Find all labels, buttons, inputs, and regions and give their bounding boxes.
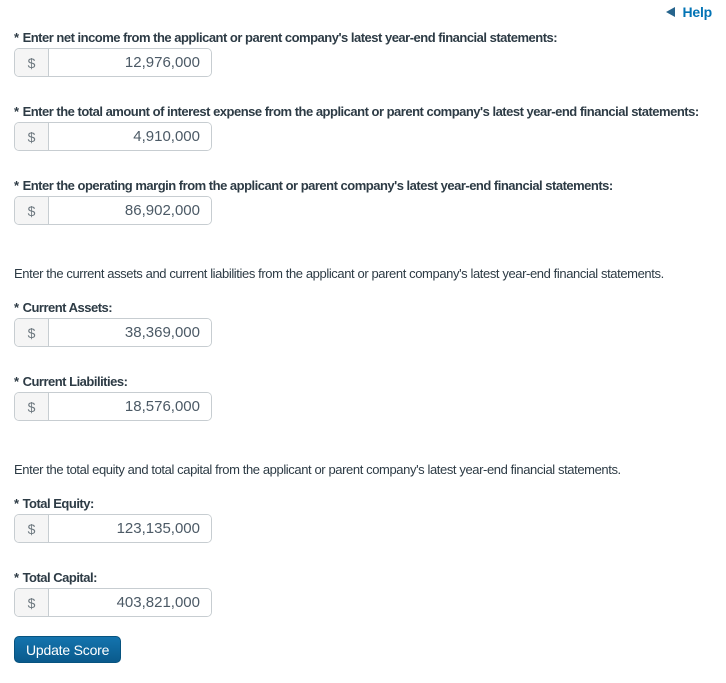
current-assets-label-text: Current Assets:	[22, 300, 113, 315]
total-equity-label: * Total Equity:	[14, 496, 212, 511]
interest-expense-input-group: $	[14, 122, 212, 151]
interest-expense-input[interactable]	[49, 123, 211, 150]
field-total-capital: * Total Capital: $	[14, 570, 212, 617]
operating-margin-input[interactable]	[49, 197, 211, 224]
field-current-liabilities: * Current Liabilities: $	[14, 374, 212, 421]
operating-margin-label-text: Enter the operating margin from the appl…	[22, 178, 614, 193]
current-liabilities-input-group: $	[14, 392, 212, 421]
required-asterisk: *	[14, 496, 19, 511]
total-capital-label: * Total Capital:	[14, 570, 212, 585]
field-operating-margin: * Enter the operating margin from the ap…	[14, 178, 613, 225]
currency-prefix: $	[15, 589, 49, 616]
currency-prefix: $	[15, 319, 49, 346]
total-capital-input-group: $	[14, 588, 212, 617]
financial-score-form-page: Help * Enter net income from the applica…	[14, 4, 726, 663]
net-income-label: * Enter net income from the applicant or…	[14, 30, 558, 45]
total-capital-label-text: Total Capital:	[22, 570, 98, 585]
current-assets-input[interactable]	[49, 319, 211, 346]
current-assets-input-group: $	[14, 318, 212, 347]
field-current-assets: * Current Assets: $	[14, 300, 212, 347]
equity-section-intro: Enter the total equity and total capital…	[14, 462, 621, 477]
currency-prefix: $	[15, 515, 49, 542]
required-asterisk: *	[14, 570, 19, 585]
total-equity-input[interactable]	[49, 515, 211, 542]
net-income-input[interactable]	[49, 49, 211, 76]
button-row: Update Score	[14, 636, 122, 663]
field-total-equity: * Total Equity: $	[14, 496, 212, 543]
total-capital-input[interactable]	[49, 589, 211, 616]
current-assets-label: * Current Assets:	[14, 300, 212, 315]
total-equity-input-group: $	[14, 514, 212, 543]
net-income-label-text: Enter net income from the applicant or p…	[22, 30, 558, 45]
back-triangle-icon	[666, 7, 676, 17]
field-interest-expense: * Enter the total amount of interest exp…	[14, 104, 699, 151]
currency-prefix: $	[15, 123, 49, 150]
currency-prefix: $	[15, 197, 49, 224]
required-asterisk: *	[14, 30, 19, 45]
required-asterisk: *	[14, 178, 19, 193]
required-asterisk: *	[14, 374, 19, 389]
currency-prefix: $	[15, 49, 49, 76]
current-section-intro: Enter the current assets and current lia…	[14, 266, 664, 281]
update-score-button[interactable]: Update Score	[14, 636, 122, 663]
current-liabilities-label-text: Current Liabilities:	[22, 374, 128, 389]
net-income-input-group: $	[14, 48, 212, 77]
help-row: Help	[14, 4, 712, 20]
required-asterisk: *	[14, 300, 19, 315]
financial-statements-form: * Enter net income from the applicant or…	[14, 30, 726, 663]
help-link-label: Help	[682, 4, 712, 20]
current-liabilities-input[interactable]	[49, 393, 211, 420]
field-net-income: * Enter net income from the applicant or…	[14, 30, 558, 77]
required-asterisk: *	[14, 104, 19, 119]
total-equity-label-text: Total Equity:	[22, 496, 95, 511]
operating-margin-label: * Enter the operating margin from the ap…	[14, 178, 613, 193]
interest-expense-label: * Enter the total amount of interest exp…	[14, 104, 699, 119]
help-link[interactable]: Help	[666, 4, 712, 20]
currency-prefix: $	[15, 393, 49, 420]
current-liabilities-label: * Current Liabilities:	[14, 374, 212, 389]
operating-margin-input-group: $	[14, 196, 212, 225]
interest-expense-label-text: Enter the total amount of interest expen…	[22, 104, 700, 119]
